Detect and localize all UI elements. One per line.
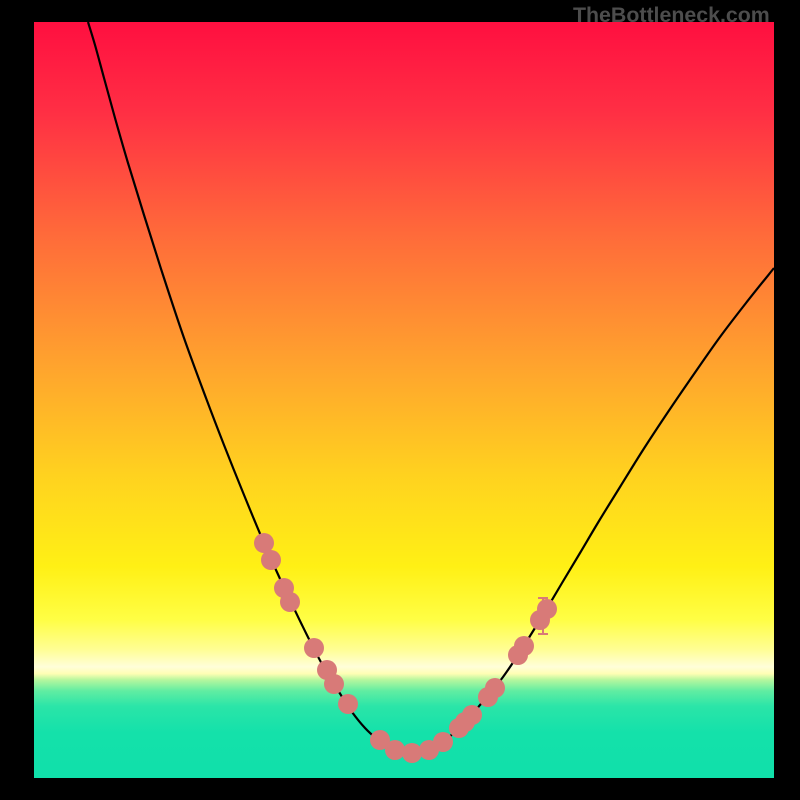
curve-marker-right bbox=[514, 636, 534, 656]
curve-marker-right bbox=[485, 678, 505, 698]
curve-marker-bottom bbox=[433, 732, 453, 752]
curve-marker-right bbox=[537, 599, 557, 619]
curve-marker-left bbox=[261, 550, 281, 570]
plot-area bbox=[34, 22, 774, 778]
curve-marker-left bbox=[338, 694, 358, 714]
curve-marker-left bbox=[280, 592, 300, 612]
curve-marker-bottom bbox=[385, 740, 405, 760]
curve-marker-left bbox=[324, 674, 344, 694]
bottleneck-chart bbox=[0, 0, 800, 800]
curve-marker-right bbox=[462, 705, 482, 725]
watermark-text: TheBottleneck.com bbox=[573, 3, 770, 28]
chart-container: TheBottleneck.com bbox=[0, 0, 800, 800]
curve-marker-bottom bbox=[402, 743, 422, 763]
curve-marker-left bbox=[304, 638, 324, 658]
